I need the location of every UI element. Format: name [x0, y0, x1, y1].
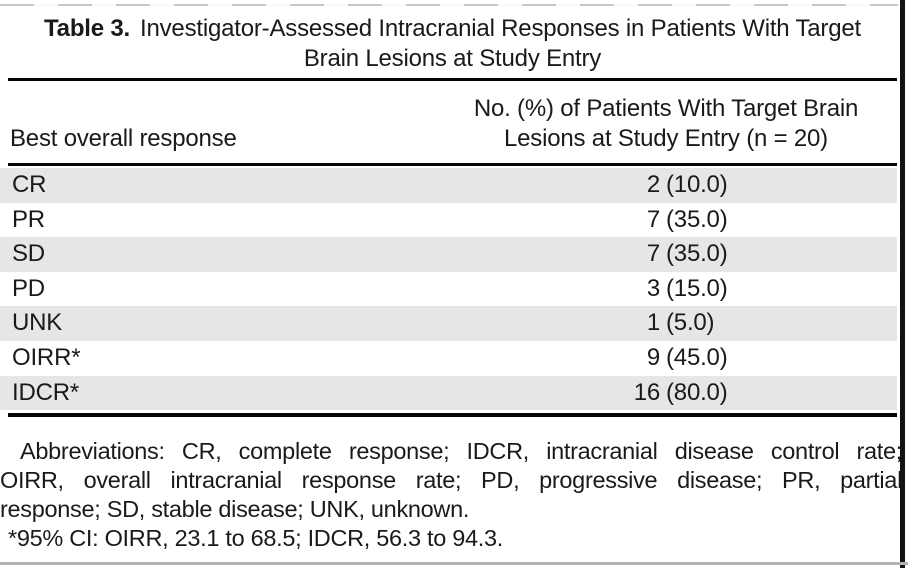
table-row: OIRR* 9 (45.0)	[0, 341, 897, 376]
title-rule	[8, 78, 897, 81]
footnote-line: response; SD, stable disease; UNK, unkno…	[0, 496, 470, 523]
footnote-line: OIRR, overall intracranial response rate…	[0, 467, 902, 494]
row-value: 3 (15.0)	[0, 272, 897, 307]
row-value: 2 (10.0)	[0, 168, 897, 203]
column-header-response: Best overall response	[10, 125, 237, 152]
row-label: PD	[12, 274, 45, 302]
row-value: 1 (5.0)	[0, 306, 897, 341]
scan-artifact-top-line	[0, 4, 898, 6]
table-body: CR 2 (10.0) PR 7 (35.0) SD 7 (35.0) PD 3 (15…	[0, 168, 916, 411]
header-rule	[8, 163, 897, 166]
row-percent: (15.0)	[666, 274, 728, 302]
row-count: 7	[646, 240, 660, 268]
row-label: UNK	[12, 309, 63, 337]
table-row: CR 2 (10.0)	[0, 168, 897, 203]
row-count: 3	[646, 274, 660, 302]
footnotes: Abbreviations: CR, complete response; ID…	[0, 437, 902, 553]
row-label: OIRR*	[12, 343, 81, 371]
row-count: 16	[633, 378, 660, 406]
table-row: UNK 1 (5.0)	[0, 306, 897, 341]
footnote-line: Abbreviations: CR, complete response; ID…	[20, 438, 902, 465]
column-header-patients-line2: Lesions at Study Entry (n = 20)	[504, 125, 828, 152]
row-percent: (45.0)	[666, 343, 728, 371]
row-value: 7 (35.0)	[0, 237, 897, 272]
row-label: CR	[12, 171, 47, 198]
row-count: 2	[646, 171, 660, 198]
table-title-line1: Investigator-Assessed Intracranial Respo…	[140, 15, 861, 42]
table-row: SD 7 (35.0)	[0, 237, 897, 272]
table-title-line2: Brain Lesions at Study Entry	[303, 45, 602, 72]
footnote-rule	[8, 413, 897, 418]
row-count: 1	[646, 309, 660, 337]
row-percent: (35.0)	[666, 240, 728, 268]
table-title: Table 3. Investigator-Assessed Intracrani…	[8, 0, 897, 74]
row-value: 9 (45.0)	[0, 341, 897, 376]
page-edge-line	[900, 0, 905, 568]
row-label: IDCR*	[12, 378, 80, 406]
row-count: 7	[646, 205, 660, 233]
column-header-row: Best overall response No. (%) of Patient…	[8, 81, 897, 163]
table-row: PR 7 (35.0)	[0, 203, 897, 238]
row-percent: (35.0)	[666, 205, 728, 233]
row-value: 7 (35.0)	[0, 203, 897, 238]
row-value: 16 (80.0)	[0, 376, 897, 411]
row-percent: (80.0)	[666, 378, 728, 406]
scan-artifact-bottom-line	[0, 562, 908, 565]
footnote-line: *95% CI: OIRR, 23.1 to 68.5; IDCR, 56.3 …	[8, 525, 504, 552]
row-label: SD	[12, 240, 45, 268]
row-percent: (10.0)	[666, 171, 728, 198]
row-label: PR	[12, 205, 45, 233]
table-row: IDCR* 16 (80.0)	[0, 375, 897, 411]
row-count: 9	[646, 343, 660, 371]
row-percent: (5.0)	[666, 309, 715, 337]
table-title-label: Table 3.	[44, 15, 130, 42]
column-header-patients-line1: No. (%) of Patients With Target Brain	[473, 95, 859, 122]
table-row: PD 3 (15.0)	[0, 272, 897, 307]
column-header-patients: No. (%) of Patients With Target Brain Le…	[461, 94, 871, 154]
